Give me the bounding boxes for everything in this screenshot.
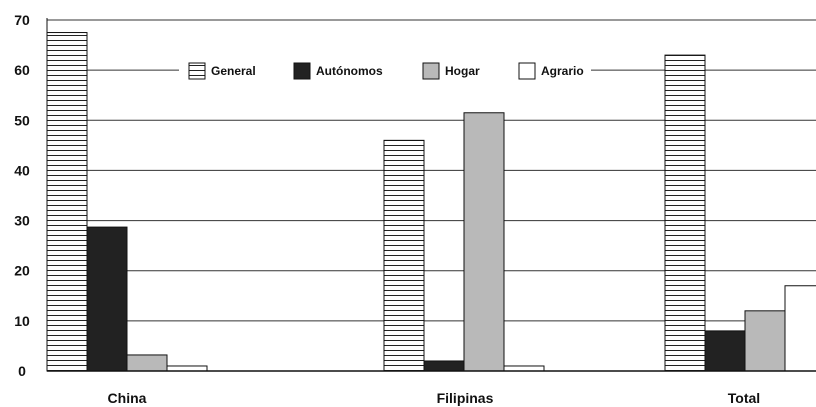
bar-filipinas-1 [423, 360, 465, 372]
bar-total-0 [664, 54, 706, 372]
bar-total-1 [704, 330, 746, 372]
y-tick-label: 0 [18, 363, 26, 379]
y-tick-label: 20 [14, 263, 30, 279]
legend-swatch-0 [188, 62, 206, 80]
legend-swatch-3 [518, 62, 536, 80]
x-category-label: Filipinas [437, 390, 494, 406]
y-tick-label: 10 [14, 313, 30, 329]
y-axis: 0 10 20 30 40 50 60 70 [14, 12, 48, 379]
bar-total-2 [744, 310, 786, 372]
bars [46, 32, 816, 372]
y-tick-label: 50 [14, 112, 30, 128]
bar-filipinas-3 [503, 365, 545, 372]
bar-total-3 [784, 285, 816, 372]
bar-china-2 [126, 354, 168, 372]
bar-filipinas-2 [463, 112, 505, 372]
bar-filipinas-0 [383, 139, 425, 372]
legend: General Autónomos Hogar Agrario [179, 60, 591, 82]
bar-china-1 [86, 226, 128, 372]
legend-swatch-1 [293, 62, 311, 80]
legend-label: Autónomos [316, 64, 383, 78]
legend-label: Hogar [445, 64, 480, 78]
legend-background [179, 60, 591, 82]
y-tick-label: 70 [14, 12, 30, 28]
legend-label: General [211, 64, 256, 78]
bar-china-3 [166, 365, 208, 372]
x-axis: China Filipinas Total [47, 370, 816, 406]
x-category-label: China [108, 390, 147, 406]
bar-china-0 [46, 32, 88, 372]
y-tick-label: 40 [14, 162, 30, 178]
legend-label: Agrario [541, 64, 584, 78]
legend-swatch-2 [422, 62, 440, 80]
y-tick-label: 30 [14, 213, 30, 229]
x-category-label: Total [728, 390, 760, 406]
y-tick-label: 60 [14, 62, 30, 78]
